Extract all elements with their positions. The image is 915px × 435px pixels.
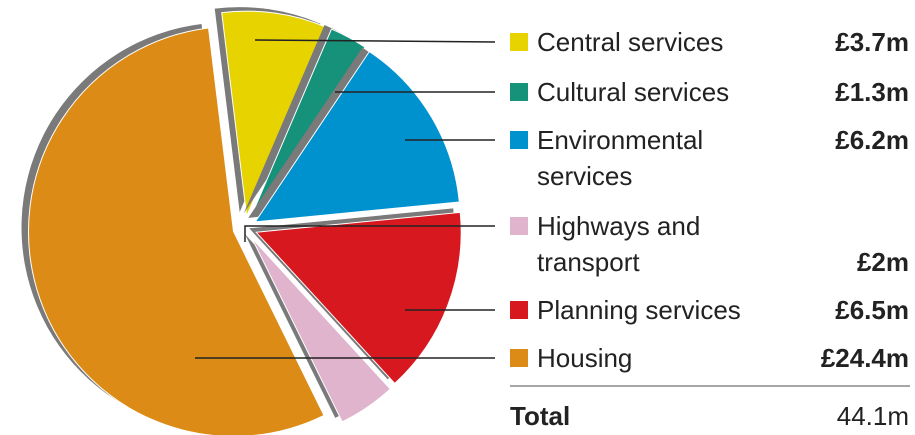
leader-line [244,225,495,242]
value-label: £6.2m [835,125,909,155]
total-label: Total [510,401,571,431]
value-label: £1.3m [835,77,909,107]
legend-swatch [510,349,528,367]
slice [251,237,391,423]
value-label: £3.7m [835,27,909,57]
legend-swatch [510,301,528,319]
value-label: £6.5m [835,295,909,325]
value-label: £24.4m [820,343,909,373]
total-value: 44.1m [836,401,909,431]
legend-label: Housing [537,343,633,373]
legend-label: Central services [537,27,724,57]
legend-swatch [510,33,528,51]
legend-swatch [510,217,528,235]
slice [250,28,366,218]
leader-line [254,39,496,43]
legend-label: Planning services [537,295,741,325]
slice [254,50,460,223]
legend-label: Highways and transport [537,211,701,277]
legend-swatch [510,83,528,101]
slice [27,27,325,435]
legend-label: Environmental services [537,125,704,191]
legend-swatch [510,131,528,149]
slice [255,211,462,385]
value-label: £2m [856,247,909,277]
legend-label: Cultural services [537,77,730,107]
